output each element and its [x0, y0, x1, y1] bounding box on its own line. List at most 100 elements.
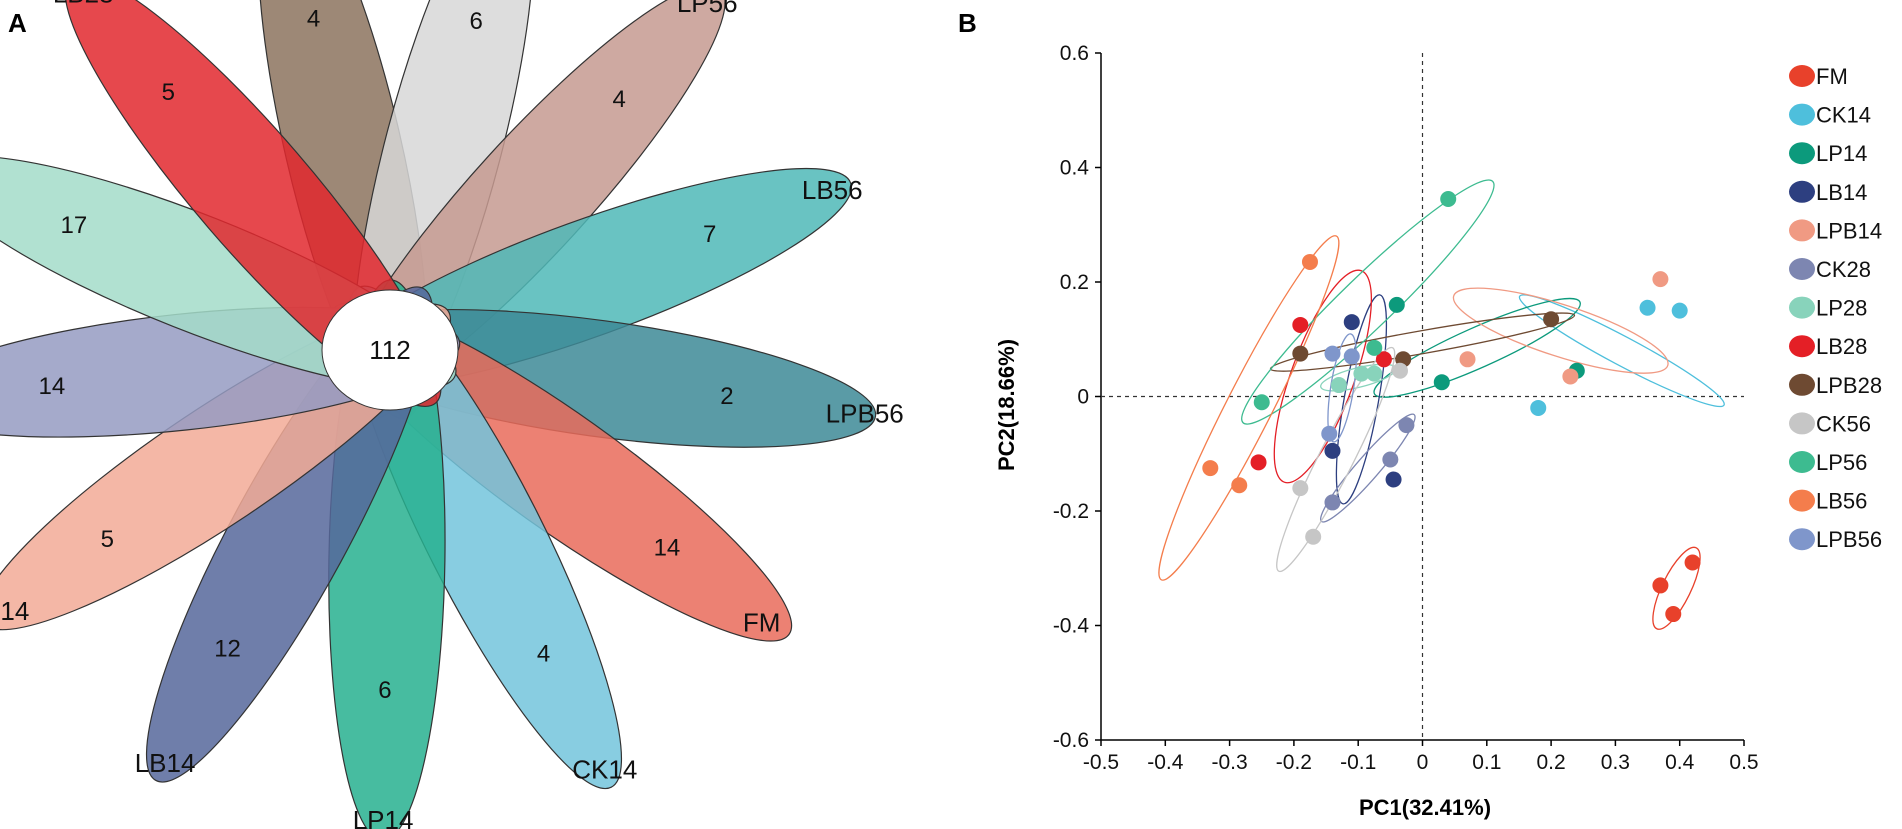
- point-ck28: [1398, 417, 1415, 434]
- point-lp28: [1366, 365, 1383, 382]
- legend-label-ck56: CK56: [1816, 411, 1871, 436]
- point-lb56: [1231, 477, 1248, 494]
- y-axis-label: PC2(18.66%): [994, 339, 1019, 471]
- petal-count-lpb14: 5: [101, 526, 114, 553]
- venn-core: [321, 289, 459, 411]
- petal-label-lpb56: LPB56: [826, 399, 904, 429]
- x-axis-label: PC1(32.41%): [1359, 795, 1491, 820]
- petal-count-lp14: 6: [378, 677, 391, 704]
- y-tick-label: -0.4: [1053, 615, 1090, 638]
- point-lp14: [1433, 374, 1450, 391]
- ellipse-lpb14: [1452, 287, 1669, 374]
- y-tick-label: 0: [1077, 386, 1089, 409]
- legend-label-fm: FM: [1816, 64, 1848, 89]
- legend-marker-lp14: [1789, 142, 1815, 165]
- petal-label-lb14: LB14: [135, 748, 196, 778]
- y-tick-label: 0.6: [1060, 42, 1089, 65]
- x-tick-label: -0.5: [1083, 751, 1119, 774]
- petal-count-lb14: 12: [214, 636, 241, 663]
- x-tick-label: 0.5: [1729, 751, 1758, 774]
- y-tick-label: 0.2: [1060, 271, 1089, 294]
- x-tick-label: -0.3: [1212, 751, 1248, 774]
- point-lb14: [1324, 442, 1341, 459]
- petal-count-lp56: 4: [613, 86, 626, 113]
- y-tick-label: -0.2: [1053, 500, 1089, 523]
- point-ck56: [1391, 362, 1408, 379]
- point-lp56: [1440, 190, 1457, 207]
- ellipse-lb56: [1158, 235, 1340, 581]
- legend-marker-lp56: [1789, 451, 1815, 473]
- point-lp56: [1366, 339, 1383, 356]
- x-tick-label: -0.1: [1340, 751, 1376, 774]
- x-tick-label: 0.2: [1536, 751, 1565, 774]
- point-fm: [1684, 554, 1701, 571]
- ellipse-lp56: [1241, 179, 1495, 425]
- ellipse-lb28: [1273, 269, 1373, 484]
- petal-label-lp56: LP56: [677, 0, 738, 18]
- petal-count-lpb56: 2: [720, 383, 733, 410]
- point-lpb14: [1459, 351, 1476, 368]
- point-lb56: [1202, 460, 1219, 477]
- point-lpb56: [1343, 348, 1360, 365]
- point-lb28: [1292, 316, 1309, 333]
- petal-label-lb56: LB56: [802, 175, 863, 205]
- point-ck28: [1324, 494, 1341, 511]
- legend-marker-lb28: [1789, 335, 1815, 358]
- venn-diagram: 4LPB286CK564LP567LB562LPB5614FM4CK146LP1…: [0, 0, 904, 829]
- legend-label-lpb14: LPB14: [1816, 218, 1882, 243]
- ellipse-lp14: [1373, 297, 1581, 398]
- point-lp28: [1330, 377, 1347, 394]
- legend-marker-ck14: [1789, 103, 1815, 126]
- ellipse-ck14: [1518, 294, 1725, 408]
- legend-label-lpb28: LPB28: [1816, 373, 1882, 398]
- legend-label-lb14: LB14: [1816, 180, 1867, 205]
- point-lp28: [1353, 365, 1370, 382]
- x-tick-label: 0.4: [1665, 751, 1695, 774]
- petal-count-ck56: 6: [470, 8, 483, 35]
- legend-label-ck14: CK14: [1816, 103, 1871, 128]
- x-tick-label: 0: [1417, 751, 1429, 774]
- point-ck28: [1382, 451, 1399, 468]
- legend-marker-lb14: [1789, 180, 1815, 203]
- point-lb14: [1385, 471, 1402, 488]
- legend-label-ck28: CK28: [1816, 257, 1871, 282]
- legend-marker-lpb28: [1789, 373, 1815, 396]
- legend-marker-fm: [1789, 65, 1815, 87]
- ellipse-lpb56: [1327, 333, 1357, 443]
- legend: FM CK14 LP14 LB14 LPB14 CK28 LP28 LB28 LPB28 CK56…: [1789, 64, 1882, 552]
- ellipse-lb14: [1335, 294, 1388, 505]
- point-lpb28: [1292, 345, 1309, 362]
- legend-marker-lb56: [1789, 489, 1815, 512]
- point-fm: [1652, 577, 1669, 594]
- point-ck14: [1671, 302, 1688, 319]
- point-ck56: [1292, 480, 1309, 497]
- legend-marker-ck28: [1789, 258, 1815, 280]
- legend-marker-lp28: [1789, 296, 1815, 319]
- legend-marker-lpb14: [1789, 219, 1815, 242]
- x-tick-label: -0.4: [1147, 751, 1184, 774]
- petal-count-fm: 14: [654, 534, 681, 561]
- legend-marker-ck56: [1789, 412, 1815, 435]
- petal-count-ck14: 4: [537, 640, 550, 667]
- point-lb14: [1343, 314, 1360, 331]
- petal-label-lpb14: LPB14: [0, 596, 29, 626]
- panel-b-label: B: [958, 8, 977, 38]
- legend-label-lp14: LP14: [1816, 141, 1867, 166]
- petal-label-ck14: CK14: [572, 754, 637, 784]
- point-ck56: [1305, 528, 1322, 545]
- petal-label-fm: FM: [743, 608, 781, 638]
- petal-count-lb28: 5: [162, 79, 175, 106]
- panel-a-label: A: [8, 8, 27, 38]
- legend-label-lp56: LP56: [1816, 450, 1867, 475]
- petal-count-lp28: 17: [61, 212, 88, 239]
- legend-label-lb28: LB28: [1816, 334, 1867, 359]
- point-lp56: [1253, 394, 1270, 411]
- petal-count-lpb28: 4: [307, 6, 320, 33]
- point-lb28: [1375, 351, 1392, 368]
- point-ck14: [1530, 399, 1547, 416]
- point-lpb14: [1652, 271, 1669, 288]
- x-tick-label: 0.3: [1601, 751, 1630, 774]
- petal-count-lb56: 7: [703, 221, 716, 248]
- legend-label-lpb56: LPB56: [1816, 527, 1882, 552]
